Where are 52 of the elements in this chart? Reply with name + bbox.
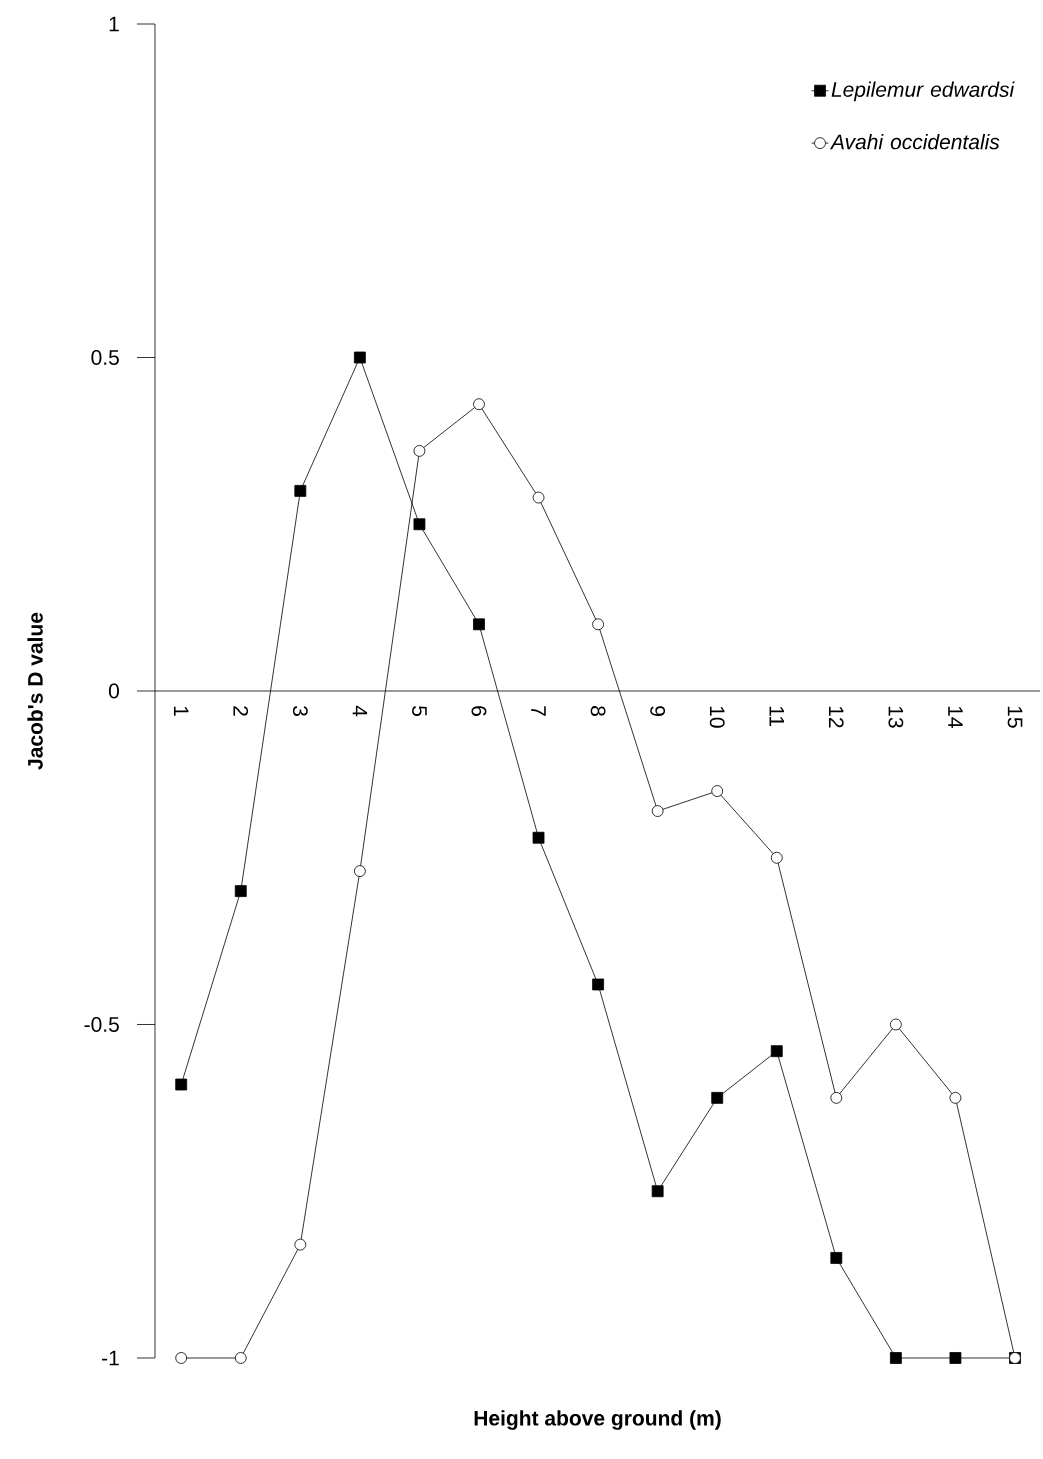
y-tick-label: 1 — [109, 16, 119, 32]
point — [473, 398, 485, 411]
y-tick-label: 0.5 — [91, 350, 119, 365]
point — [592, 618, 604, 631]
x-tick-label: 9 — [650, 706, 666, 716]
point — [711, 785, 724, 797]
y-tick-label: -1 — [102, 1350, 119, 1366]
x-tick-label: 6 — [471, 706, 487, 716]
point — [473, 618, 485, 631]
point — [234, 1352, 247, 1364]
x-tick-label: 4 — [352, 705, 368, 717]
x-tick-label: 5 — [412, 706, 427, 716]
point — [175, 1078, 188, 1091]
point — [830, 1091, 843, 1104]
point — [770, 1045, 783, 1058]
point — [949, 1352, 962, 1364]
point — [353, 351, 366, 364]
x-axis-title: Height above ground (m) — [474, 1410, 721, 1430]
x-tick-label: 1 — [173, 706, 189, 716]
x-tick-label: 8 — [590, 706, 606, 716]
point — [353, 865, 366, 877]
point — [889, 1352, 902, 1364]
x-tick-label: 14 — [948, 706, 963, 728]
x-tick-label: 3 — [292, 706, 308, 716]
x-tick-label: 12 — [828, 706, 844, 728]
x-tick-label: 15 — [1007, 706, 1023, 728]
point — [294, 1238, 307, 1251]
x-tick-label: 7 — [531, 706, 546, 716]
x-tick-label: 2 — [233, 706, 249, 716]
x-tick-label: 13 — [888, 706, 904, 728]
point — [651, 805, 664, 817]
legend-label: Avahi occidentalis — [829, 133, 1000, 150]
point — [234, 885, 247, 897]
y-tick-label: -0.5 — [84, 1017, 119, 1032]
point — [413, 444, 426, 457]
point — [175, 1352, 188, 1364]
x-tick-label: 11 — [769, 706, 784, 726]
point — [651, 1185, 664, 1198]
point — [592, 978, 604, 991]
point — [770, 851, 783, 864]
point — [830, 1252, 843, 1264]
y-axis-title: Jacob's D value — [27, 612, 43, 770]
point — [949, 1091, 962, 1104]
point — [889, 1018, 902, 1031]
legend-label: Lepilemur edwardsi — [831, 81, 1015, 102]
y-tick-label: 0 — [108, 683, 119, 699]
point — [711, 1091, 724, 1104]
point — [294, 485, 307, 497]
point — [413, 518, 426, 531]
point — [532, 491, 545, 504]
x-tick-label: 10 — [709, 706, 725, 728]
point — [532, 831, 545, 844]
